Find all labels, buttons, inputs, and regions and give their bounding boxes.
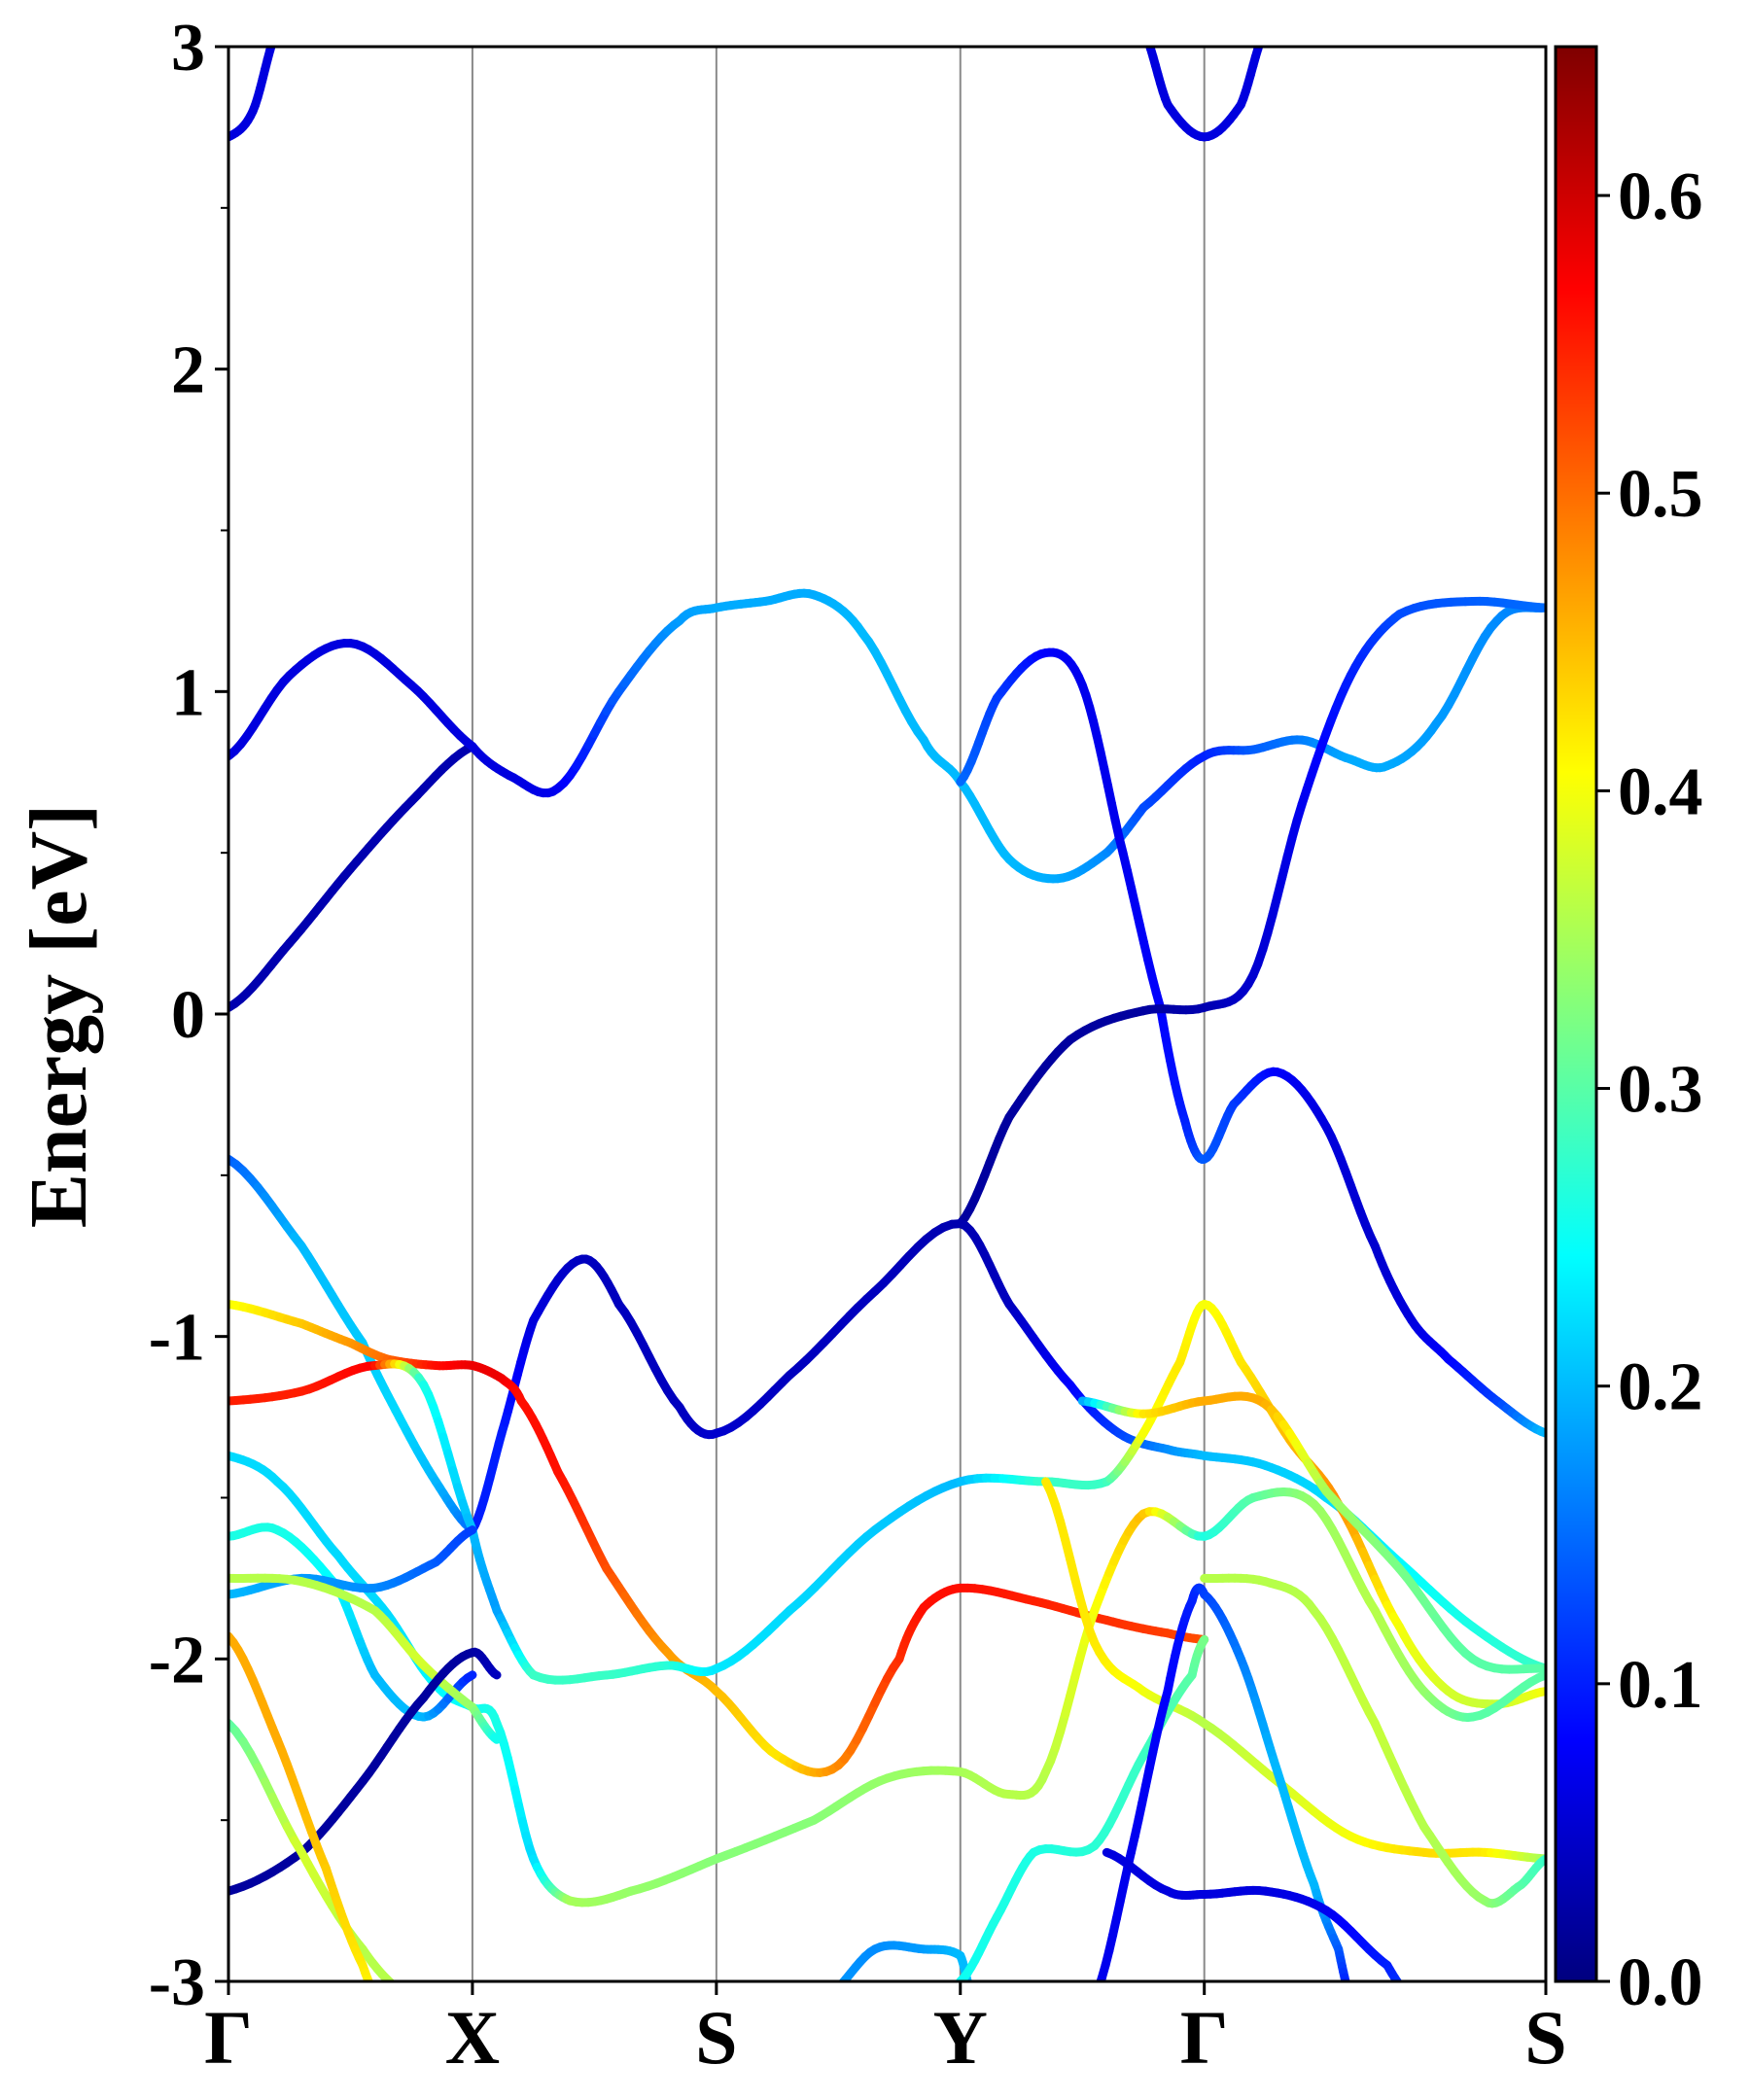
y-tick-label: -3	[149, 1945, 205, 2020]
band-2	[956, 648, 1546, 1438]
band-6	[228, 1300, 1209, 1777]
colorbar-tick-label: 0.1	[1618, 1648, 1703, 1723]
y-tick-label: 1	[171, 655, 205, 730]
kpoint-label: Γ	[1180, 1995, 1229, 2080]
band-1	[228, 588, 1546, 884]
band-11	[228, 1525, 477, 1599]
y-tick-label: 0	[171, 978, 205, 1053]
band-23	[1145, 47, 1264, 142]
colorbar-tick-label: 0.3	[1618, 1053, 1703, 1128]
kpoint-label: S	[1524, 1995, 1566, 2080]
colorbar-tick-label: 0.2	[1618, 1350, 1703, 1425]
band-15	[228, 1631, 373, 1981]
colorbar-tick-label: 0.5	[1618, 457, 1703, 532]
high-symmetry-lines	[471, 47, 1206, 1981]
band-0	[228, 742, 477, 1012]
band-3	[956, 596, 1546, 1229]
band-8	[1077, 1391, 1546, 1674]
colorbar-axis: 0.0 0.1 0.2 0.3 0.4 0.5 0.6	[1596, 159, 1703, 2020]
band-18	[838, 1941, 972, 1981]
colorbar	[1554, 45, 1598, 1983]
colorbar-tick-label: 0.0	[1618, 1945, 1703, 2020]
band-21	[1102, 1847, 1403, 1981]
kpoint-label: S	[695, 1995, 737, 2080]
y-axis: -3 -2 -1 0 1 2 3	[149, 11, 228, 2020]
band-17	[1200, 1573, 1546, 1908]
y-tick-label: 2	[171, 333, 205, 408]
colorbar-tick-label: 0.4	[1618, 754, 1703, 829]
y-axis-label: Energy [eV]	[14, 804, 104, 1228]
kpoint-label: X	[445, 1995, 500, 2080]
band-20	[1096, 1583, 1350, 1981]
colorbar-tick-label: 0.6	[1618, 159, 1703, 234]
y-tick-label: -1	[149, 1301, 205, 1376]
kpoint-label: Y	[933, 1995, 988, 2080]
y-tick-label: 3	[171, 11, 205, 86]
kpoint-label: Γ	[204, 1995, 253, 2080]
bands	[228, 47, 1546, 1981]
y-tick-label: -2	[149, 1623, 205, 1698]
